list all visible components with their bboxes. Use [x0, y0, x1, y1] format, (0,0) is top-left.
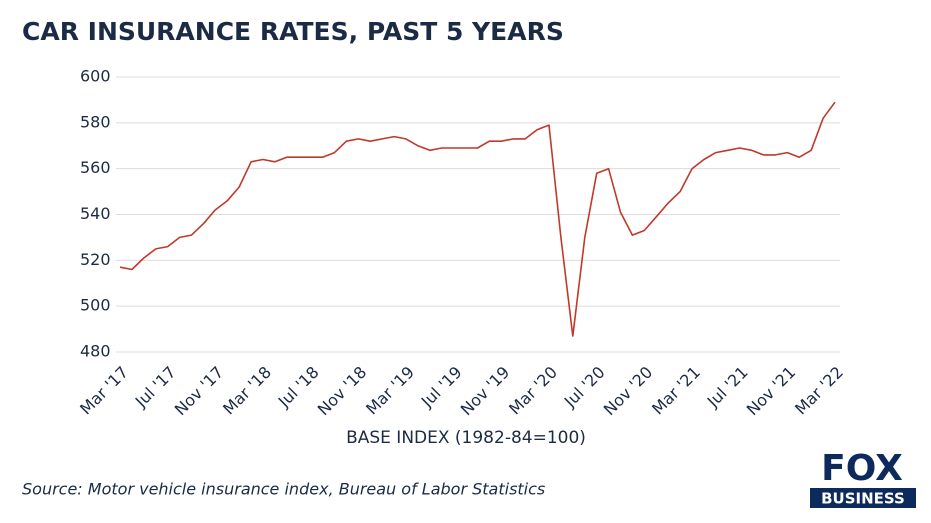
x-tick-label: Nov '20: [600, 363, 657, 420]
x-tick-label: Nov '18: [314, 363, 371, 420]
x-tick-label: Nov '21: [743, 363, 800, 420]
x-tick-label: Mar '20: [505, 363, 561, 419]
y-tick-label: 560: [80, 158, 111, 177]
logo: FOX BUSINESS: [810, 448, 916, 508]
y-tick-label: 540: [80, 204, 111, 223]
line: [119, 101, 836, 337]
x-tick-label: Mar '19: [362, 363, 418, 419]
x-tick-label: Nov '19: [457, 363, 514, 420]
y-tick-label: 600: [80, 67, 111, 86]
x-tick-label: Nov '17: [171, 363, 228, 420]
logo-bottom: BUSINESS: [821, 490, 905, 508]
y-tick-label: 480: [80, 342, 111, 361]
x-tick-label: Mar '22: [791, 363, 847, 419]
source: Source: Motor vehicle insurance index, B…: [22, 480, 545, 499]
y-tick-label: 580: [80, 112, 111, 131]
x-tick-label: Mar '18: [219, 363, 275, 419]
y-tick-label: 520: [80, 250, 111, 269]
x-axis-label: BASE INDEX (1982-84=100): [346, 428, 586, 448]
logo-top: FOX: [821, 448, 903, 489]
y-tick-label: 500: [80, 296, 111, 315]
x-tick-label: Mar '21: [648, 363, 704, 419]
x-tick-label: Mar '17: [76, 363, 132, 419]
logo-band: [810, 488, 916, 508]
chart-title: CAR INSURANCE RATES, PAST 5 YEARS: [22, 17, 564, 46]
